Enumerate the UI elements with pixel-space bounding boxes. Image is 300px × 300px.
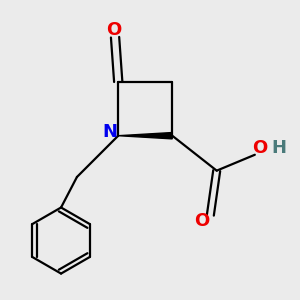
Text: H: H [272,140,286,158]
Polygon shape [118,133,172,139]
Text: O: O [252,140,268,158]
Text: O: O [194,212,210,230]
Text: O: O [106,21,122,39]
Text: N: N [103,123,118,141]
